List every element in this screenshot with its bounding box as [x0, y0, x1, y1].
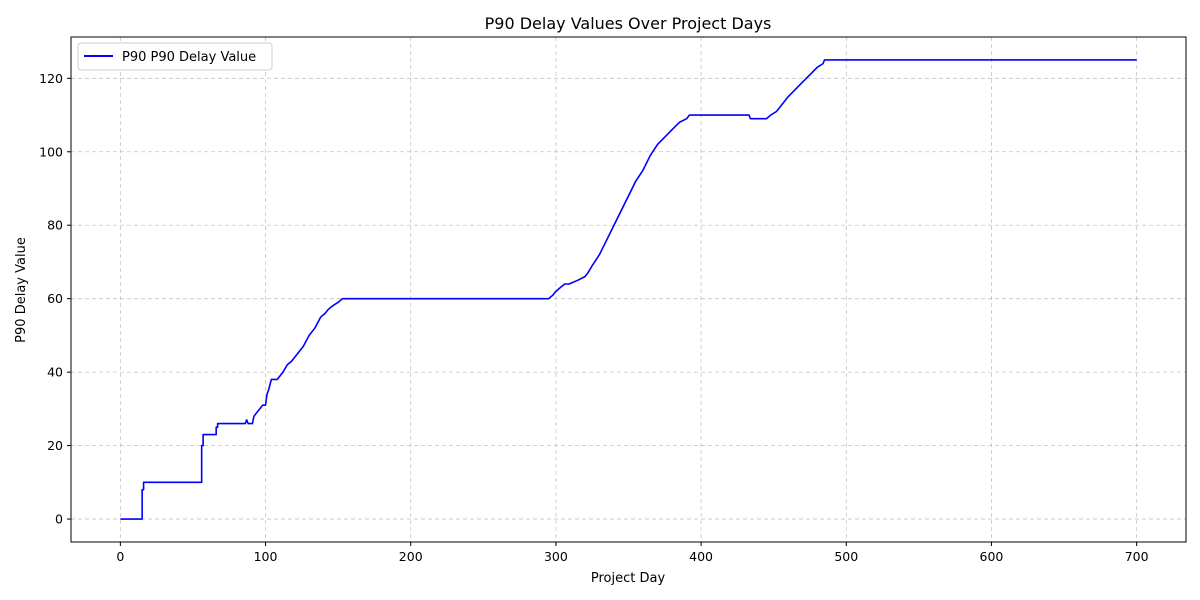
- y-tick-label: 120: [39, 71, 63, 86]
- series-line: [120, 59, 1137, 520]
- y-tick-label: 40: [47, 365, 63, 380]
- grid: [71, 37, 1186, 542]
- y-tick-label: 20: [47, 438, 63, 453]
- x-tick-label: 400: [689, 549, 713, 564]
- y-tick-label: 80: [47, 218, 63, 233]
- y-tick-label: 0: [55, 512, 63, 527]
- x-tick-label: 200: [399, 549, 423, 564]
- x-tick-label: 700: [1125, 549, 1149, 564]
- legend-box: [77, 42, 273, 71]
- x-tick-label: 500: [834, 549, 858, 564]
- chart-title: P90 Delay Values Over Project Days: [485, 14, 772, 33]
- x-axis-ticks: 0 100 200 300 400 500 600 700: [116, 542, 1149, 564]
- y-axis-ticks: 0 20 40 60 80 100 120: [39, 71, 71, 527]
- y-tick-label: 60: [47, 291, 63, 306]
- x-tick-label: 300: [544, 549, 568, 564]
- x-tick-label: 0: [116, 549, 124, 564]
- y-axis-label: P90 Delay Value: [14, 237, 29, 343]
- x-tick-label: 100: [254, 549, 278, 564]
- legend: P90 P90 Delay Value: [77, 42, 273, 71]
- y-tick-label: 100: [39, 144, 63, 159]
- plot-frame: [70, 36, 1187, 543]
- x-tick-label: 600: [980, 549, 1004, 564]
- legend-label: P90 P90 Delay Value: [122, 50, 256, 65]
- series-group: [120, 59, 1137, 520]
- x-axis-label: Project Day: [591, 571, 666, 586]
